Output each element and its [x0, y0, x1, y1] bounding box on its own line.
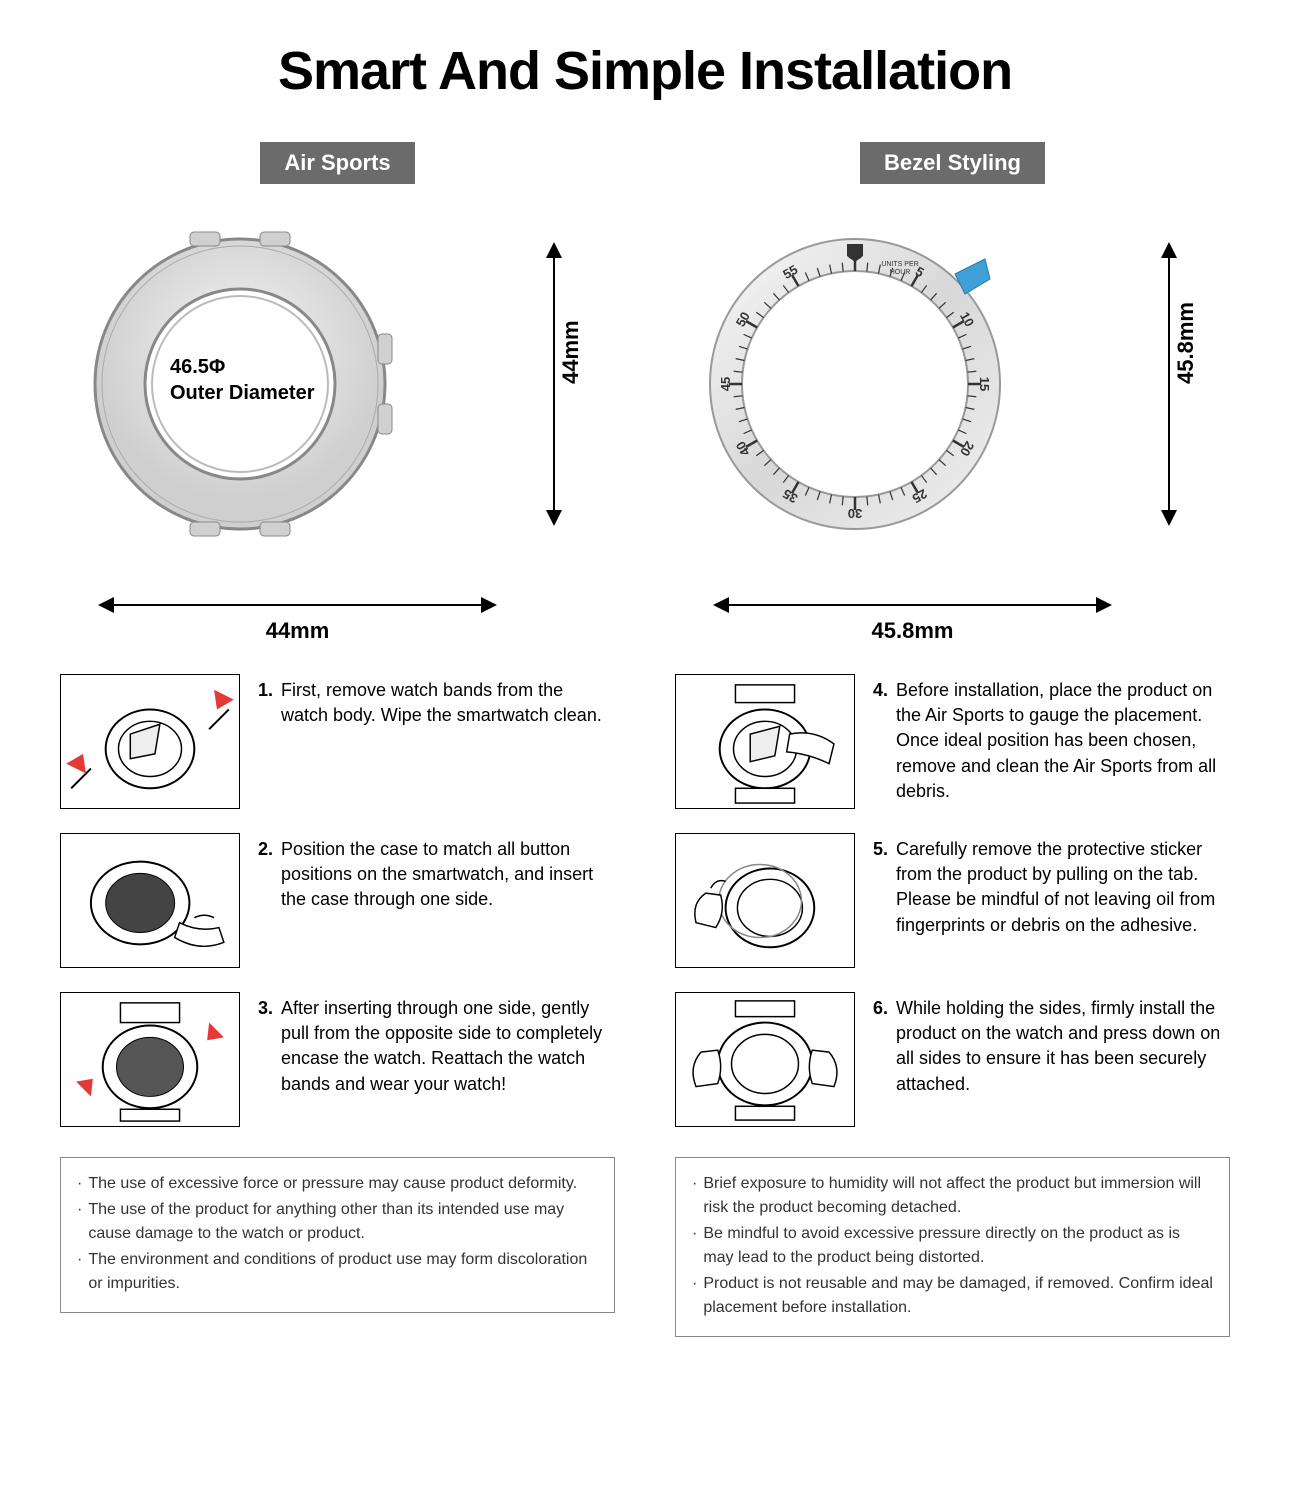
width-dimension: 44mm [100, 594, 495, 654]
step-1-num: 1. [258, 678, 273, 728]
step-2-text: Position the case to match all button po… [281, 837, 615, 913]
width-label: 44mm [266, 618, 330, 644]
note: Brief exposure to humidity will not affe… [692, 1172, 1213, 1220]
height-dimension: 44mm [553, 244, 555, 524]
step-6-illustration [675, 992, 855, 1127]
bezel-diagram: 55605101520253035404550 UNITS PER HOUR 4… [675, 204, 1230, 584]
step-4: 4. Before installation, place the produc… [675, 674, 1230, 809]
note: The use of the product for anything othe… [77, 1198, 598, 1246]
step-4-num: 4. [873, 678, 888, 804]
bezel-styling-label: Bezel Styling [860, 142, 1045, 184]
step-6-text: While holding the sides, firmly install … [896, 996, 1230, 1097]
height-dimension-right: 45.8mm [1168, 244, 1170, 524]
step-5-illustration [675, 833, 855, 968]
right-notes: Brief exposure to humidity will not affe… [675, 1157, 1230, 1337]
svg-text:HOUR: HOUR [890, 269, 911, 276]
svg-text:15: 15 [977, 377, 992, 391]
step-3-text: After inserting through one side, gently… [281, 996, 615, 1097]
width-dimension-right: 45.8mm [715, 594, 1110, 654]
page-title: Smart And Simple Installation [60, 40, 1230, 102]
step-5-num: 5. [873, 837, 888, 938]
step-2-illustration [60, 833, 240, 968]
columns-container: Air Sports [60, 142, 1230, 1337]
bezel-ring-icon: 55605101520253035404550 UNITS PER HOUR [675, 204, 1035, 564]
svg-text:45: 45 [718, 377, 733, 391]
right-steps: 4. Before installation, place the produc… [675, 674, 1230, 1127]
height-label-right: 45.8mm [1173, 302, 1199, 384]
step-2-num: 2. [258, 837, 273, 913]
left-column: Air Sports [60, 142, 615, 1337]
step-4-text: Before installation, place the product o… [896, 678, 1230, 804]
step-3-illustration [60, 992, 240, 1127]
right-column: Bezel Styling 55605101520253 [675, 142, 1230, 1337]
diameter-text: Outer Diameter [170, 380, 315, 406]
step-1-text: First, remove watch bands from the watch… [281, 678, 615, 728]
step-4-illustration [675, 674, 855, 809]
step-6-num: 6. [873, 996, 888, 1097]
step-1-illustration [60, 674, 240, 809]
outer-diameter-label: 46.5Φ Outer Diameter [170, 354, 315, 406]
step-5: 5. Carefully remove the protective stick… [675, 833, 1230, 968]
left-notes: The use of excessive force or pressure m… [60, 1157, 615, 1313]
step-5-text: Carefully remove the protective sticker … [896, 837, 1230, 938]
step-3: 3. After inserting through one side, gen… [60, 992, 615, 1127]
air-sports-diagram: 46.5Φ Outer Diameter 44mm [60, 204, 615, 584]
step-1: 1. First, remove watch bands from the wa… [60, 674, 615, 809]
note: The environment and conditions of produc… [77, 1248, 598, 1296]
height-label: 44mm [558, 320, 584, 384]
left-steps: 1. First, remove watch bands from the wa… [60, 674, 615, 1127]
units-text: UNITS PER [881, 261, 918, 268]
svg-text:60: 60 [848, 247, 862, 262]
step-6: 6. While holding the sides, firmly insta… [675, 992, 1230, 1127]
width-label-right: 45.8mm [872, 618, 954, 644]
note: The use of excessive force or pressure m… [77, 1172, 598, 1196]
diameter-value: 46.5Φ [170, 354, 315, 380]
step-2: 2. Position the case to match all button… [60, 833, 615, 968]
note: Be mindful to avoid excessive pressure d… [692, 1222, 1213, 1270]
svg-text:30: 30 [848, 506, 862, 521]
note: Product is not reusable and may be damag… [692, 1272, 1213, 1320]
step-3-num: 3. [258, 996, 273, 1097]
air-sports-label: Air Sports [260, 142, 414, 184]
